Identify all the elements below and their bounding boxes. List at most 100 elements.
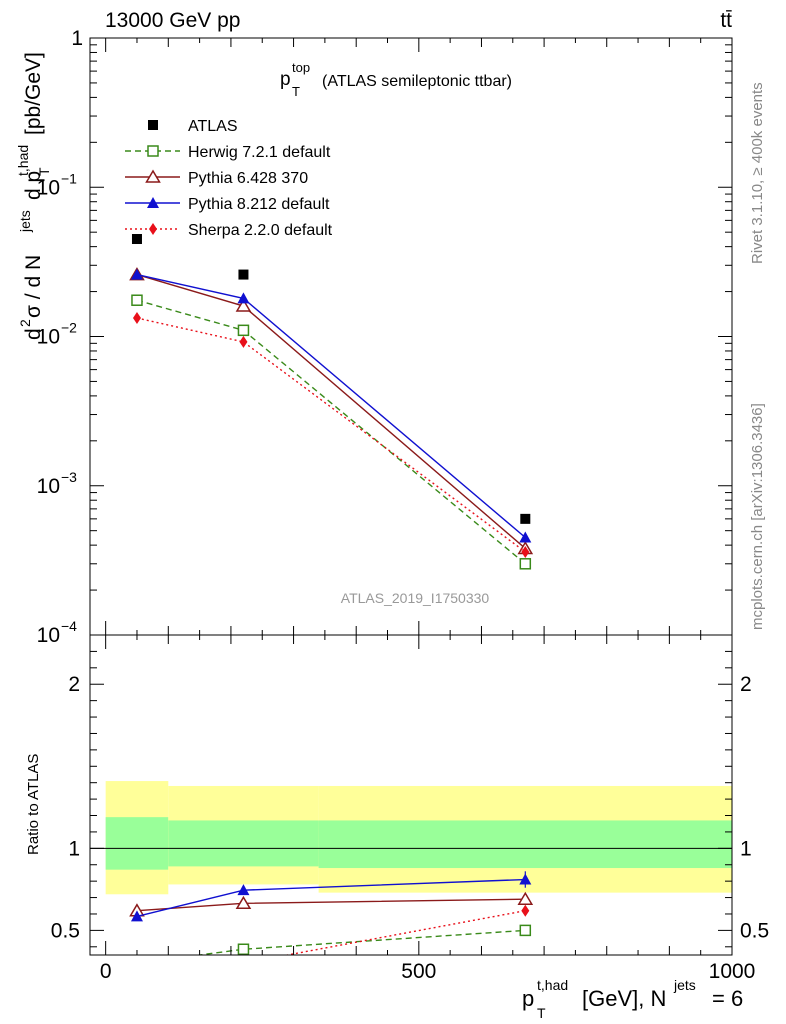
ratio-line bbox=[136, 898, 526, 912]
legend-label: Pythia 6.428 370 bbox=[188, 170, 308, 187]
ratio-point bbox=[130, 910, 143, 922]
xlabel-tail: = 6 bbox=[712, 986, 743, 1011]
data-point bbox=[239, 335, 248, 348]
process-label: tt̄ bbox=[720, 9, 732, 32]
legend-marker bbox=[145, 169, 161, 183]
ratio-frame bbox=[89, 634, 733, 956]
xlabel-jets: jets bbox=[673, 977, 696, 993]
ratio-ylabel: Ratio to ATLAS bbox=[25, 754, 42, 855]
main-y-tick-labels: 110−110−210−310−4 bbox=[37, 27, 83, 647]
y-tick-label: 10 bbox=[37, 326, 60, 349]
ratio-ticks bbox=[90, 635, 733, 955]
ratio-series-sherpa-2-2-0-default bbox=[133, 904, 530, 974]
series-line bbox=[136, 299, 526, 565]
data-point bbox=[237, 292, 250, 304]
ratio-y-tick-label-right: 0.5 bbox=[740, 919, 769, 942]
ratio-point bbox=[519, 873, 532, 885]
ratio-series bbox=[129, 871, 534, 974]
ratio-y-tick-label: 1 bbox=[68, 837, 80, 860]
title-p: p bbox=[280, 69, 291, 90]
series-atlas bbox=[131, 234, 531, 524]
ratio-point bbox=[521, 904, 530, 917]
legend-marker bbox=[147, 145, 159, 157]
analysis-watermark: ATLAS_2019_I1750330 bbox=[341, 590, 490, 606]
data-point bbox=[131, 294, 143, 306]
energy-label: 13000 GeV pp bbox=[105, 9, 240, 32]
ratio-point bbox=[132, 958, 142, 968]
ratio-y-tick-label-right: 1 bbox=[740, 837, 752, 860]
series-sherpa-2-2-0-default bbox=[132, 312, 530, 558]
title-superscript: top bbox=[292, 60, 310, 75]
x-tick-labels: 0 500 1000 bbox=[100, 960, 756, 983]
legend-marker bbox=[148, 120, 158, 130]
ratio-line bbox=[194, 929, 526, 955]
legend-label: Sherpa 2.2.0 default bbox=[188, 222, 333, 239]
series-line bbox=[136, 317, 526, 553]
data-point bbox=[131, 234, 142, 245]
y-tick-label: 10 bbox=[37, 176, 60, 199]
ratio-y-tick-label-right: 2 bbox=[740, 673, 752, 696]
rivet-version-label: Rivet 3.1.10, ≥ 400k events bbox=[749, 82, 766, 264]
ylabel-d: d bbox=[22, 328, 45, 340]
ylabel-dp: d p bbox=[22, 171, 45, 200]
data-point bbox=[130, 268, 143, 280]
ratio-point bbox=[235, 895, 252, 910]
y-tick-exponent: −2 bbox=[61, 320, 77, 336]
y-tick-label: 1 bbox=[71, 27, 83, 50]
ratio-point bbox=[133, 962, 141, 974]
xlabel-p: p bbox=[522, 986, 534, 1011]
ratio-point bbox=[237, 943, 250, 955]
data-point bbox=[519, 558, 532, 570]
y-tick-exponent: −3 bbox=[61, 469, 77, 485]
x-axis-label: p t,had T [GeV], N jets = 6 bbox=[522, 977, 743, 1021]
ylabel-sigma: σ / d N bbox=[22, 255, 45, 318]
data-point bbox=[238, 269, 249, 280]
data-point bbox=[521, 545, 530, 558]
legend-label: Pythia 8.212 default bbox=[188, 196, 330, 213]
legend-label: ATLAS bbox=[188, 118, 238, 135]
legend-label: Herwig 7.2.1 default bbox=[188, 144, 331, 161]
data-point bbox=[132, 312, 141, 325]
legend-entry: Sherpa 2.2.0 default bbox=[125, 222, 333, 239]
ylabel-thad: t,had bbox=[15, 145, 31, 176]
ratio-panel: 0.5 0.5 1 1 2 2 0 500 1000 Ratio to ATLAS p t,h… bbox=[25, 634, 769, 1021]
ratio-point bbox=[239, 957, 247, 969]
main-series bbox=[129, 234, 534, 570]
series-line bbox=[136, 273, 526, 549]
x-tick-label: 1000 bbox=[709, 960, 756, 983]
title-rest: (ATLAS semileptonic ttbar) bbox=[322, 73, 512, 90]
ratio-series-herwig-7-2-1-default bbox=[132, 924, 532, 968]
ratio-y-tick-labels: 0.5 0.5 1 1 2 2 bbox=[51, 673, 769, 942]
xlabel-sub: T bbox=[537, 1005, 546, 1021]
xlabel-sup: t,had bbox=[537, 977, 568, 993]
legend-entry: Pythia 8.212 default bbox=[125, 196, 330, 213]
ratio-point bbox=[517, 891, 534, 905]
legend-entry: Pythia 6.428 370 bbox=[125, 169, 308, 187]
y-tick-exponent: −1 bbox=[61, 170, 77, 186]
ratio-y-tick-label: 2 bbox=[68, 673, 80, 696]
ratio-line bbox=[283, 910, 526, 955]
ylabel-subT: T bbox=[36, 167, 52, 176]
main-ylabel: d 2 σ / d N jets d p T t,had [pb/GeV] bbox=[15, 52, 52, 340]
stat-band bbox=[168, 820, 319, 867]
ratio-point bbox=[237, 884, 250, 896]
data-point bbox=[519, 531, 532, 543]
legend-entry: ATLAS bbox=[148, 118, 238, 135]
y-tick-label: 10 bbox=[37, 475, 60, 498]
ratio-point bbox=[519, 924, 532, 937]
ratio-series-pythia-6-428-370 bbox=[129, 891, 534, 917]
series-pythia-6-428-370 bbox=[129, 267, 534, 555]
y-tick-label: 10 bbox=[37, 624, 60, 647]
main-ticks bbox=[90, 38, 733, 636]
stat-band bbox=[105, 817, 169, 870]
data-point bbox=[520, 513, 531, 524]
ratio-series-pythia-8-212-default bbox=[130, 871, 532, 922]
ylabel-jets: jets bbox=[17, 210, 33, 233]
legend: ATLAS Herwig 7.2.1 default Pythia 6.428 37… bbox=[125, 118, 333, 239]
main-frame bbox=[89, 37, 733, 636]
legend-entry: Herwig 7.2.1 default bbox=[125, 144, 331, 161]
ratio-uncertainty-bands bbox=[105, 781, 732, 895]
x-tick-label: 0 bbox=[100, 960, 112, 983]
xlabel-rest: [GeV], N bbox=[582, 986, 666, 1011]
